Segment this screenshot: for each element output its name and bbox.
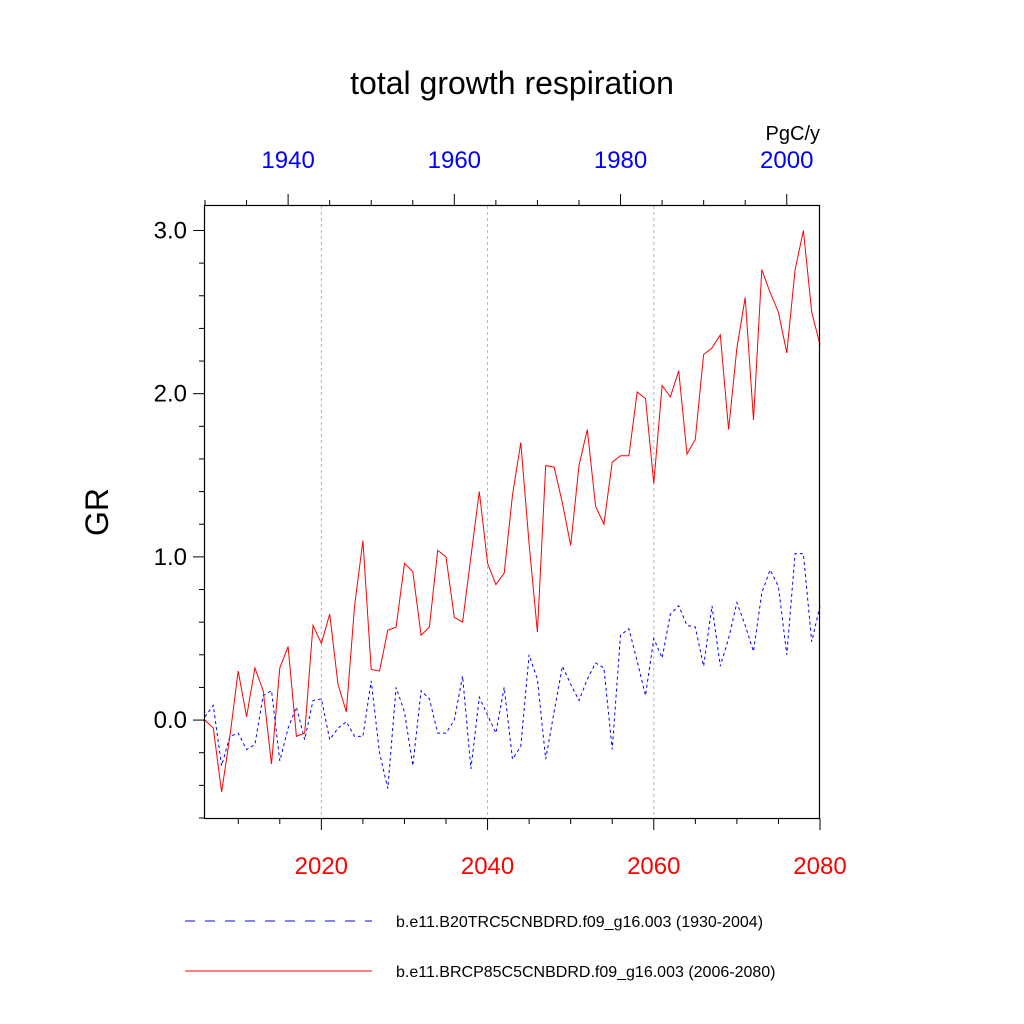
grid-layer — [320, 206, 655, 818]
y-axis-label: GR — [79, 488, 115, 536]
x-top-tick-label: 1940 — [261, 147, 314, 174]
series-line-rcp85 — [204, 230, 821, 792]
x-bottom-tick-label: 2080 — [793, 853, 846, 880]
units-label: PgC/y — [766, 123, 820, 145]
x-bottom-tick-label: 2040 — [461, 853, 514, 880]
y-tick-label: 3.0 — [154, 217, 187, 244]
x-top-tick-label: 2000 — [760, 147, 813, 174]
x-top-tick-label: 1960 — [428, 147, 481, 174]
x-bottom-tick-label: 2060 — [627, 853, 680, 880]
plot-frame — [203, 204, 821, 820]
series-layer — [204, 230, 821, 792]
y-tick-label: 0.0 — [154, 707, 187, 734]
x-bottom-tick-label: 2020 — [295, 853, 348, 880]
legend: b.e11.B20TRC5CNBDRD.f09_g16.003 (1930-20… — [185, 914, 775, 981]
legend-label-rcp85: b.e11.BRCP85C5CNBDRD.f09_g16.003 (2006-2… — [396, 964, 775, 981]
legend-label-historical: b.e11.B20TRC5CNBDRD.f09_g16.003 (1930-20… — [396, 914, 763, 931]
y-tick-label: 2.0 — [154, 381, 187, 408]
ticks-layer: 0.0 1.0 2.0 3.0 2020 2040 2060 2080 1940 1960 1980… — [154, 147, 847, 880]
y-tick-label: 1.0 — [154, 544, 187, 571]
x-top-tick-label: 1980 — [594, 147, 647, 174]
chart-title: total growth respiration — [350, 65, 674, 101]
